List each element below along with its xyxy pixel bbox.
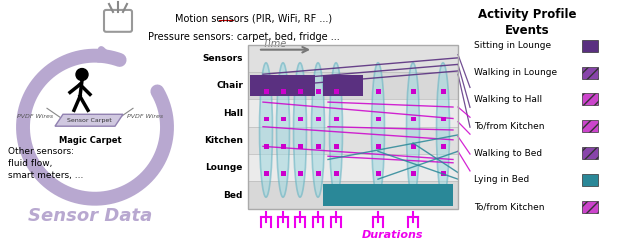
Ellipse shape bbox=[276, 63, 289, 197]
Ellipse shape bbox=[330, 63, 342, 197]
Circle shape bbox=[76, 68, 88, 81]
Ellipse shape bbox=[406, 63, 419, 197]
Bar bbox=[582, 40, 598, 52]
Bar bbox=[376, 171, 381, 176]
Bar bbox=[280, 171, 285, 176]
Text: Chair: Chair bbox=[216, 81, 243, 90]
Bar bbox=[376, 144, 381, 149]
Bar bbox=[264, 171, 269, 176]
Text: Sensor Data: Sensor Data bbox=[28, 207, 152, 225]
Bar bbox=[440, 89, 445, 94]
Bar bbox=[410, 89, 415, 94]
Ellipse shape bbox=[259, 63, 273, 197]
Bar bbox=[440, 144, 445, 149]
Bar bbox=[264, 89, 269, 94]
Bar bbox=[410, 144, 415, 149]
Bar bbox=[248, 154, 458, 181]
Bar bbox=[248, 181, 458, 209]
Bar bbox=[333, 89, 339, 94]
Text: Walking to Hall: Walking to Hall bbox=[474, 95, 542, 104]
Text: Durations: Durations bbox=[362, 230, 424, 240]
Text: Pressure sensors: carpet, bed, fridge ...: Pressure sensors: carpet, bed, fridge ..… bbox=[148, 32, 340, 42]
FancyBboxPatch shape bbox=[104, 10, 132, 32]
Bar bbox=[280, 116, 285, 121]
Bar bbox=[280, 144, 285, 149]
Text: To/from Kitchen: To/from Kitchen bbox=[474, 202, 545, 211]
Bar bbox=[264, 144, 269, 149]
Bar bbox=[333, 116, 339, 121]
Text: Lounge: Lounge bbox=[205, 163, 243, 172]
Bar bbox=[582, 67, 598, 78]
Bar bbox=[333, 171, 339, 176]
Bar bbox=[333, 144, 339, 149]
Text: Activity Profile
Events: Activity Profile Events bbox=[477, 8, 576, 37]
Bar bbox=[316, 89, 321, 94]
Bar bbox=[323, 184, 453, 206]
Text: Other sensors:
fluid flow,
smart meters, ...: Other sensors: fluid flow, smart meters,… bbox=[8, 147, 83, 180]
Text: Hall: Hall bbox=[223, 108, 243, 118]
Bar bbox=[280, 89, 285, 94]
Text: Sensor Carpet: Sensor Carpet bbox=[67, 118, 111, 123]
Bar bbox=[298, 144, 303, 149]
Text: Walking to Bed: Walking to Bed bbox=[474, 149, 542, 158]
Bar bbox=[248, 127, 458, 154]
Bar bbox=[248, 45, 458, 72]
Text: Time: Time bbox=[263, 39, 287, 49]
Ellipse shape bbox=[371, 63, 385, 197]
Bar bbox=[316, 144, 321, 149]
Bar bbox=[376, 116, 381, 121]
Bar bbox=[298, 171, 303, 176]
Bar bbox=[582, 120, 598, 132]
Bar bbox=[298, 116, 303, 121]
Bar bbox=[582, 93, 598, 105]
Bar bbox=[250, 76, 315, 96]
Text: Motion sensors (PIR, WiFi, RF ...): Motion sensors (PIR, WiFi, RF ...) bbox=[175, 14, 332, 24]
Bar bbox=[582, 201, 598, 213]
Ellipse shape bbox=[294, 63, 307, 197]
Ellipse shape bbox=[312, 63, 324, 197]
Text: Lying in Bed: Lying in Bed bbox=[474, 175, 529, 184]
Text: To/from Kitchen: To/from Kitchen bbox=[474, 122, 545, 131]
Bar bbox=[248, 45, 458, 209]
Text: PVDF Wires: PVDF Wires bbox=[17, 114, 53, 119]
Text: Sensors: Sensors bbox=[202, 54, 243, 63]
Bar bbox=[264, 116, 269, 121]
Bar bbox=[323, 76, 363, 96]
Bar bbox=[582, 174, 598, 186]
Text: Magic Carpet: Magic Carpet bbox=[59, 136, 122, 145]
Bar bbox=[410, 171, 415, 176]
Ellipse shape bbox=[436, 63, 449, 197]
Polygon shape bbox=[55, 114, 123, 126]
Bar bbox=[440, 171, 445, 176]
Bar bbox=[316, 171, 321, 176]
Text: Walking in Lounge: Walking in Lounge bbox=[474, 68, 557, 77]
Bar bbox=[582, 147, 598, 159]
Bar bbox=[316, 116, 321, 121]
Text: Bed: Bed bbox=[223, 190, 243, 199]
Text: PVDF Wires: PVDF Wires bbox=[127, 114, 163, 119]
Bar bbox=[248, 72, 458, 99]
Bar bbox=[440, 116, 445, 121]
Bar bbox=[376, 89, 381, 94]
Bar bbox=[410, 116, 415, 121]
Bar bbox=[298, 89, 303, 94]
Text: Kitchen: Kitchen bbox=[204, 136, 243, 145]
Text: Sitting in Lounge: Sitting in Lounge bbox=[474, 41, 551, 50]
Bar bbox=[248, 99, 458, 127]
